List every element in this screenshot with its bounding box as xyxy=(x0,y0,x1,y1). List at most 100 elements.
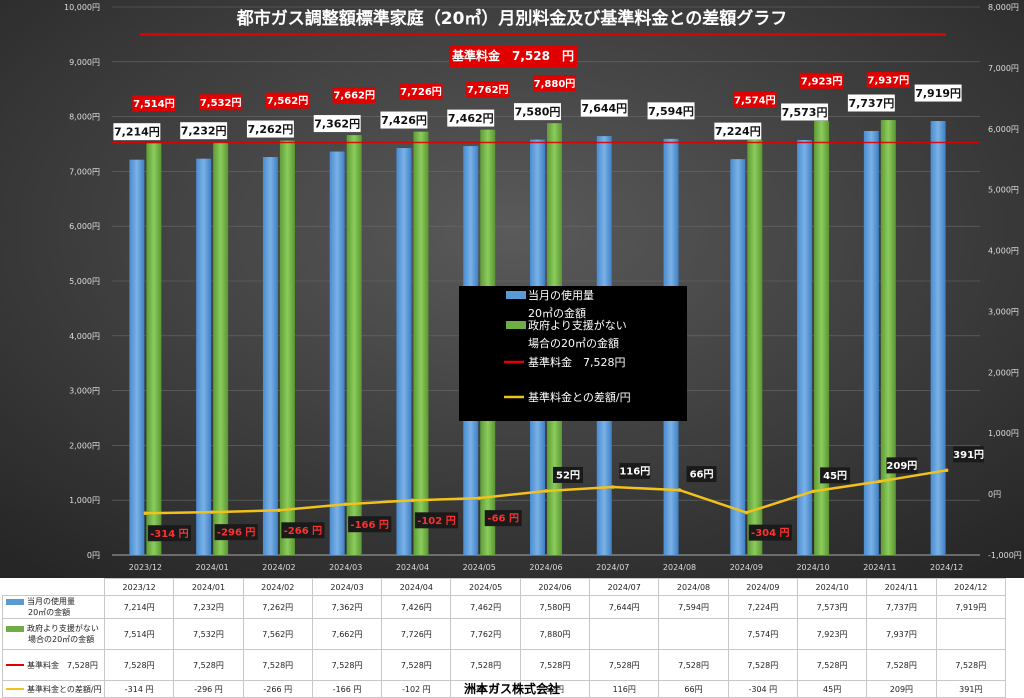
bar-current-month-label-box xyxy=(914,84,962,102)
table-cell: 7,662円 xyxy=(311,618,383,650)
legend-label: 基準料金との差額/円 xyxy=(528,390,631,404)
bar-current-month-label-box xyxy=(447,109,495,127)
base-price-badge: 基準料金 7,528 円 xyxy=(449,45,577,67)
table-header-cell: 2024/08 xyxy=(658,578,729,596)
table-header-cell: 2024/11 xyxy=(866,578,937,596)
difference-label: 66円 xyxy=(690,469,714,481)
table-header-cell: 2024/03 xyxy=(311,578,383,596)
table-cell: 7,528円 xyxy=(173,649,244,681)
difference-point xyxy=(677,488,682,492)
x-tick-label: 2024/08 xyxy=(663,563,696,572)
company-name: 洲本ガス株式会社 xyxy=(463,682,560,696)
x-tick-label: 2024/07 xyxy=(596,563,629,572)
y-right-tick-label: 3,000円 xyxy=(988,307,1019,316)
difference-label: -296 円 xyxy=(217,527,256,539)
y-right-tick-label: 0円 xyxy=(988,490,1001,499)
difference-point xyxy=(811,489,815,494)
difference-point xyxy=(410,498,415,503)
bar-no-support xyxy=(346,135,362,555)
bar-no-support xyxy=(146,143,162,556)
difference-label-box xyxy=(886,457,918,474)
bar-no-support-label: 7,880円 xyxy=(534,78,576,90)
table-cell: 7,214円 xyxy=(103,595,175,619)
bar-current-month-label: 7,919円 xyxy=(915,87,961,100)
table-cell: 7,528円 xyxy=(519,649,591,681)
difference-point xyxy=(277,508,281,513)
bar-no-support-label-box xyxy=(332,87,376,104)
y-left-tick-label: 8,000円 xyxy=(69,113,100,122)
table-cell: 7,573円 xyxy=(796,595,868,619)
difference-label: -314 円 xyxy=(150,528,189,540)
table-legend-swatch xyxy=(6,598,24,605)
table-cell: 7,580円 xyxy=(519,595,591,619)
y-right-tick-label: 6,000円 xyxy=(988,125,1019,134)
bar-no-support-label-box xyxy=(532,75,577,92)
bar-current-month-label: 7,262円 xyxy=(248,123,294,136)
bar-current-month-label-box xyxy=(847,94,895,112)
table-row-label-text: 政府より支援がない xyxy=(27,624,99,633)
difference-label: 52円 xyxy=(556,470,580,482)
table-cell xyxy=(658,618,729,650)
series-lines xyxy=(112,141,980,516)
table-row: 政府より支援がない 場合の20㎥の金額 7,514円 7,532円 7,562円 7,66… xyxy=(2,618,1007,650)
y-left-tick-label: 2,000円 xyxy=(69,441,100,450)
table-cell: 7,532円 xyxy=(173,618,244,650)
table-legend-swatch xyxy=(6,688,24,690)
y-left-tick-label: 5,000円 xyxy=(69,277,100,286)
table-cell: 391円 xyxy=(935,680,1007,698)
bar-no-support xyxy=(747,139,763,555)
y-left-tick-label: 1,000円 xyxy=(69,496,100,505)
data-labels: 7,214円 7,514円 7,232円 7,532円 7,262円 7,562円 7,36… xyxy=(113,72,984,542)
table-row-label-text: 当月の使用量 xyxy=(27,597,75,606)
y-left-tick-label: 9,000円 xyxy=(69,58,100,67)
table-cell: 7,528円 xyxy=(450,649,521,681)
legend-swatch xyxy=(506,321,526,329)
bar-current-month-label: 7,214円 xyxy=(114,126,160,139)
x-tick-label: 2023/12 xyxy=(129,563,162,572)
table-cell: 7,923円 xyxy=(796,618,868,650)
bar-current-month-label: 7,224円 xyxy=(715,125,761,138)
bar-current-month xyxy=(329,151,345,556)
table-row: 基準料金 7,528円 7,528円 7,528円 7,528円 7,528円 7,528… xyxy=(2,649,1007,681)
bar-current-month-label: 7,737円 xyxy=(848,97,894,110)
x-tick-label: 2024/06 xyxy=(529,563,562,572)
bar-current-month-label-box xyxy=(647,102,695,120)
table-header-cell: 2024/09 xyxy=(727,578,798,596)
y-left-tick-label: 0円 xyxy=(87,551,100,560)
bar-no-support-label: 7,532円 xyxy=(200,97,242,109)
bar-no-support-label: 7,662円 xyxy=(333,90,375,102)
y-right-tick-label: 1,000円 xyxy=(988,429,1019,438)
difference-label-box xyxy=(348,516,392,533)
difference-point xyxy=(744,510,749,515)
difference-point xyxy=(210,510,214,514)
bar-current-month-label-box xyxy=(714,122,762,140)
table-cell: 7,462円 xyxy=(450,595,521,619)
bar-no-support-label: 7,574円 xyxy=(734,95,776,107)
table-legend-swatch xyxy=(6,664,24,666)
bar-current-month-label-box xyxy=(514,103,561,121)
title-underline xyxy=(140,33,946,36)
table-row-label-text-line2: 場合の20㎥の金額 xyxy=(28,635,95,644)
table-cell: 7,528円 xyxy=(381,649,452,681)
base-price-badge-text: 基準料金 7,528 円 xyxy=(451,48,574,63)
x-tick-label: 2024/09 xyxy=(730,563,763,572)
difference-label: -304 円 xyxy=(751,527,790,539)
bar-current-month xyxy=(863,131,879,556)
y-right-tick-label: 4,000円 xyxy=(988,247,1019,256)
difference-point xyxy=(944,468,949,473)
x-tick-label: 2024/03 xyxy=(329,563,362,572)
bar-current-month-label: 7,580円 xyxy=(515,106,561,119)
table-cell: 7,528円 xyxy=(866,649,937,681)
table-header-cell: 2024/02 xyxy=(242,578,313,596)
bar-no-support-label-box xyxy=(466,81,510,98)
bar-current-month-label-box xyxy=(580,99,628,117)
x-tick-label: 2024/10 xyxy=(796,563,829,572)
bar-current-month xyxy=(129,159,145,556)
difference-label-box xyxy=(281,522,325,539)
difference-label: -266 円 xyxy=(284,525,323,537)
legend-box xyxy=(459,286,687,421)
table-cell: 7,514円 xyxy=(103,618,175,650)
difference-label-box xyxy=(414,512,459,529)
bar-no-support xyxy=(413,131,429,555)
